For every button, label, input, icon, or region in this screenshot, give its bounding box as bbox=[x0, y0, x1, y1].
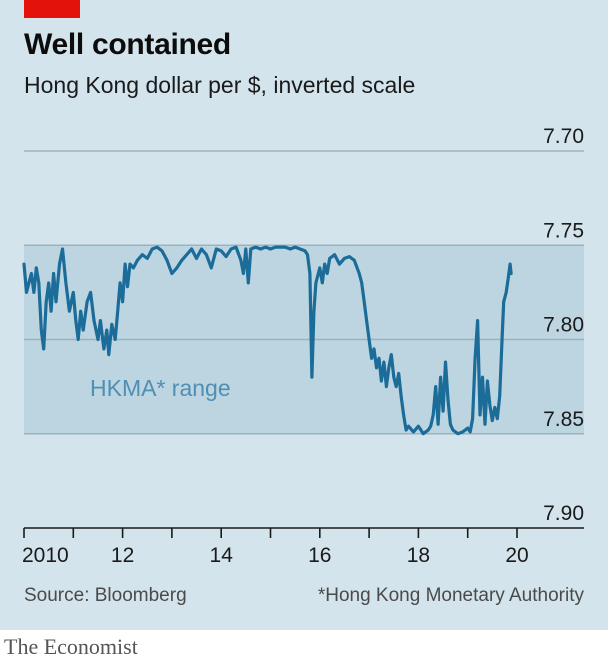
x-tick-label: 16 bbox=[308, 544, 331, 567]
series-line-usd-hkd bbox=[22, 245, 513, 436]
y-tick-label: 7.80 bbox=[543, 314, 584, 337]
chart-title: Well contained bbox=[24, 28, 231, 61]
x-tick-label: 18 bbox=[407, 544, 430, 567]
x-tick-label: 12 bbox=[111, 544, 134, 567]
x-axis-labels: 2010 12 14 16 18 20 bbox=[22, 544, 529, 567]
hkma-range-label: HKMA* range bbox=[90, 375, 231, 401]
x-axis-ticks bbox=[23, 528, 518, 538]
y-tick-label: 7.85 bbox=[543, 408, 584, 431]
y-tick-label: 7.70 bbox=[543, 125, 584, 148]
footnote: *Hong Kong Monetary Authority bbox=[317, 585, 584, 606]
y-axis-labels: 7.70 7.75 7.80 7.85 7.90 bbox=[543, 125, 584, 525]
x-tick-label: 14 bbox=[210, 544, 234, 567]
chart-subtitle: Hong Kong dollar per $, inverted scale bbox=[24, 72, 416, 98]
gridlines bbox=[24, 150, 584, 435]
y-tick-label: 7.75 bbox=[543, 219, 584, 242]
line-chart: 7.70 7.75 7.80 7.85 7.90 HKMA* range 2010 12 1… bbox=[22, 125, 584, 567]
publisher-brand: The Economist bbox=[4, 634, 138, 659]
source-note: Source: Bloomberg bbox=[24, 585, 187, 606]
brand-red-tag bbox=[24, 0, 80, 18]
x-tick-label: 20 bbox=[505, 544, 528, 567]
y-tick-label: 7.90 bbox=[543, 502, 584, 525]
x-tick-label: 2010 bbox=[22, 544, 69, 567]
